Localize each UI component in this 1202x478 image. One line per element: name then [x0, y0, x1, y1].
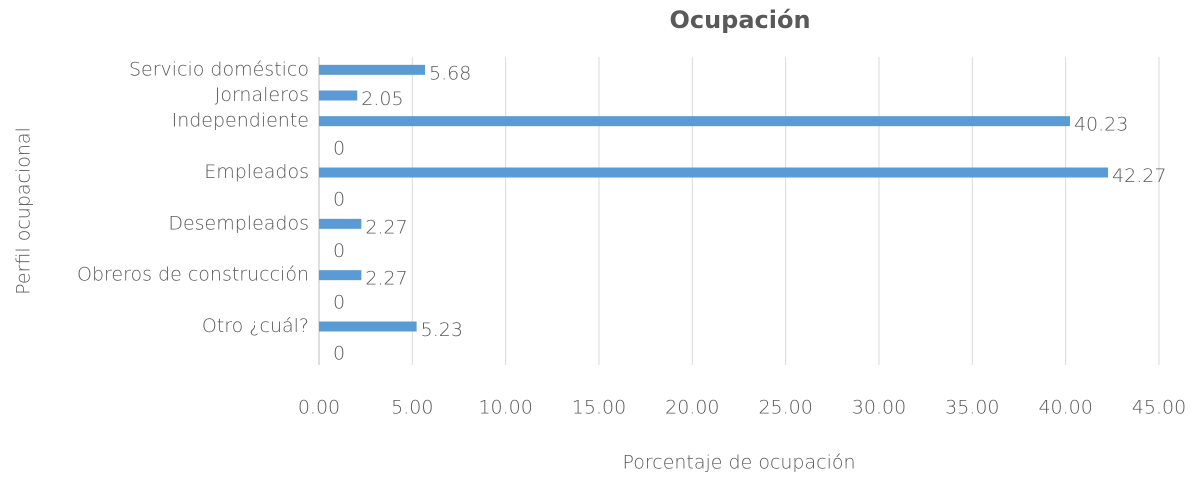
x-tick-label: 45.00 — [1132, 397, 1186, 419]
data-label: 42.27 — [1112, 165, 1166, 187]
bar — [319, 116, 1070, 127]
data-label: 0 — [333, 137, 345, 159]
y-tick-label: Independiente — [172, 110, 309, 132]
data-label: 2.05 — [361, 88, 403, 110]
data-label: 0 — [333, 189, 345, 211]
x-tick-label: 30.00 — [852, 397, 906, 419]
y-tick-label: Obreros de construcción — [77, 264, 309, 286]
chart-title: Ocupación — [669, 6, 810, 34]
x-tick-label: 10.00 — [478, 397, 532, 419]
x-tick-label: 35.00 — [945, 397, 999, 419]
bar — [319, 270, 362, 281]
bar — [319, 321, 417, 332]
data-label: 0 — [333, 343, 345, 365]
y-tick-label: Empleados — [204, 161, 309, 183]
x-tick-label: 0.00 — [298, 397, 340, 419]
data-label: 2.27 — [365, 216, 407, 238]
y-axis-title: Perfil ocupacional — [13, 127, 35, 295]
data-label: 2.27 — [365, 268, 407, 290]
data-label: 40.23 — [1074, 114, 1128, 136]
y-tick-label: Servicio doméstico — [129, 58, 309, 80]
x-axis-title: Porcentaje de ocupación — [622, 452, 855, 474]
x-tick-label: 15.00 — [572, 397, 626, 419]
data-label: 0 — [333, 291, 345, 313]
data-label: 0 — [333, 240, 345, 262]
x-tick-label: 25.00 — [758, 397, 812, 419]
y-tick-label: Jornaleros — [215, 84, 309, 106]
data-label: 5.23 — [421, 319, 463, 341]
y-tick-label: Desempleados — [168, 212, 309, 234]
data-label: 5.68 — [429, 62, 471, 84]
bar — [319, 167, 1109, 178]
x-tick-label: 20.00 — [665, 397, 719, 419]
bar — [319, 64, 426, 75]
x-tick-label: 40.00 — [1038, 397, 1092, 419]
bar — [319, 218, 362, 229]
y-tick-label: Otro ¿cuál? — [202, 315, 309, 337]
bar — [319, 90, 358, 101]
x-tick-label: 5.00 — [391, 397, 433, 419]
